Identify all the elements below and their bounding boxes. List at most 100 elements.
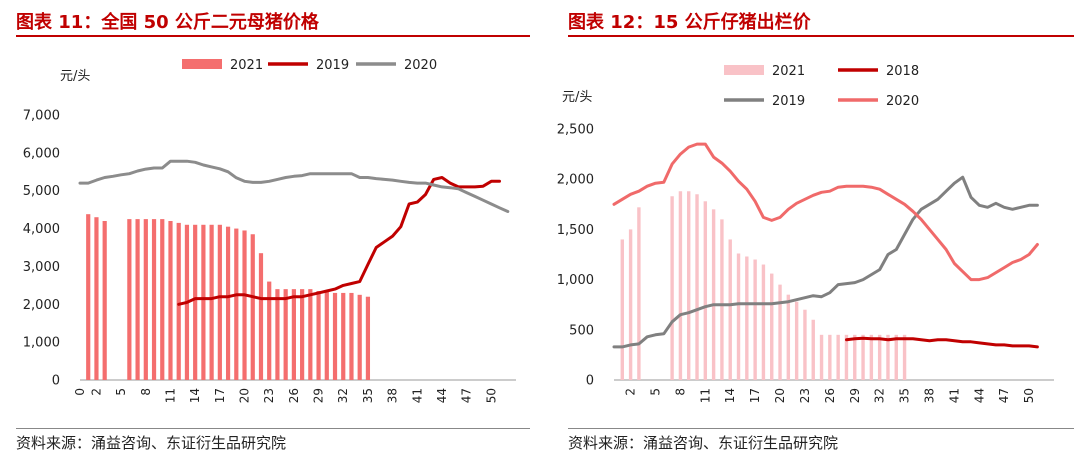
legend-label-2019: 2019 — [772, 94, 805, 109]
x-tick-label: 26 — [823, 388, 837, 403]
bar-2021 — [308, 289, 313, 380]
x-tick-label: 5 — [114, 388, 128, 396]
bar-2021 — [670, 196, 674, 380]
chart-title: 图表 12：15 公斤仔猪出栏价 — [568, 12, 811, 33]
x-tick-label: 38 — [922, 388, 936, 403]
bar-2021 — [736, 253, 741, 380]
bar-2021 — [168, 221, 173, 380]
x-tick-label: 8 — [139, 388, 153, 396]
y-tick-label: 2,000 — [23, 298, 60, 313]
x-tick-label: 32 — [336, 388, 350, 403]
bar-2021 — [819, 334, 824, 380]
bar-2021 — [201, 224, 206, 380]
x-tick-label: 0 — [73, 388, 87, 396]
x-tick-label: 38 — [386, 388, 400, 403]
bar-2021 — [341, 292, 346, 380]
y-tick-label: 1,500 — [557, 223, 594, 238]
y-tick-label: 2,000 — [557, 173, 594, 188]
bar-2021 — [869, 334, 874, 380]
bar-2021 — [836, 334, 840, 380]
y-tick-label: 1,000 — [23, 336, 60, 351]
bar-2021 — [728, 239, 732, 380]
y-tick-label: 6,000 — [23, 146, 60, 161]
bar-2021 — [135, 219, 140, 380]
x-tick-label: 44 — [972, 388, 986, 403]
x-tick-label: 17 — [748, 388, 762, 403]
bar-2021 — [217, 224, 222, 380]
x-tick-label: 41 — [947, 388, 961, 403]
series-line-2018 — [845, 336, 1039, 349]
x-tick-label: 41 — [410, 388, 424, 403]
y-tick-label: 1,000 — [557, 273, 594, 288]
piglet-price-panel: 图表 12：15 公斤仔猪出栏价 元/头 2,500 2,000 1,500 1,000… — [552, 0, 1080, 458]
bar-2021 — [357, 294, 362, 380]
bar-2021 — [151, 219, 157, 380]
x-tick-label: 29 — [312, 388, 326, 403]
y-axis-label: 元/头 — [60, 69, 90, 84]
bar-2021 — [176, 222, 181, 380]
source-note: 资料来源：涌益咨询、东证衍生品研究院 — [16, 434, 287, 452]
sow-price-panel: 图表 11：全国 50 公斤二元母猪价格 元/头 7,000 6,000 5,000 4… — [16, 12, 530, 452]
bar-2021 — [877, 334, 882, 380]
x-tick-label: 8 — [673, 388, 687, 396]
title-divider — [568, 35, 1074, 37]
series-line-2020 — [612, 142, 1039, 282]
x-tick-label: 44 — [435, 388, 449, 403]
series-line-2019 — [612, 175, 1039, 349]
x-tick-label: 17 — [213, 388, 227, 403]
bar-2021 — [761, 264, 766, 380]
x-tick-label: 47 — [460, 388, 474, 403]
bar-2021 — [102, 221, 107, 380]
bar-2021 — [225, 226, 231, 380]
y-tick-label: 2,500 — [557, 123, 594, 138]
bar-2021 — [620, 239, 625, 380]
title-divider — [16, 35, 530, 37]
sow-price-chart: 元/头 7,000 6,000 5,000 4,000 3,000 2,000 1,000 0 0… — [23, 58, 516, 403]
x-tick-label: 32 — [873, 388, 887, 403]
bar-2021 — [786, 294, 791, 380]
bar-2021 — [811, 319, 815, 380]
bar-2021 — [828, 334, 832, 380]
bar-2021 — [209, 224, 214, 380]
x-tick-label: 50 — [484, 388, 498, 403]
bar-2021 — [332, 292, 338, 380]
bar-2021 — [316, 291, 321, 380]
bar-2021 — [886, 334, 890, 380]
y-tick-label: 0 — [586, 374, 594, 389]
bar-2021 — [853, 334, 857, 380]
legend-label-2021: 2021 — [772, 64, 805, 79]
x-tick-label: 11 — [698, 388, 712, 403]
bar-2021 — [770, 273, 774, 380]
x-tick-label: 20 — [238, 388, 252, 403]
bar-2021 — [250, 234, 255, 380]
piglet-price-chart: 元/头 2,500 2,000 1,500 1,000 500 0 2 5 8 11 14 17 20 23… — [557, 64, 1054, 403]
legend-swatch-2021 — [182, 59, 222, 69]
bar-2021 — [160, 219, 165, 380]
source-divider — [16, 428, 530, 429]
bar-2021 — [628, 229, 633, 380]
bar-2021 — [258, 253, 264, 380]
bar-2021 — [844, 334, 849, 380]
bar-2021 — [283, 289, 288, 380]
y-tick-label: 0 — [52, 374, 60, 389]
bar-2021 — [703, 201, 708, 380]
y-axis-label: 元/头 — [562, 90, 592, 105]
x-tick-label: 14 — [723, 388, 737, 403]
legend-label-2021: 2021 — [230, 58, 263, 73]
bar-2021 — [678, 191, 683, 380]
bar-2021 — [242, 230, 247, 380]
bar-2021 — [267, 281, 272, 380]
legend-label-2018: 2018 — [886, 64, 919, 79]
x-tick-label: 50 — [1022, 388, 1036, 403]
x-tick-label: 26 — [287, 388, 301, 403]
bar-2021 — [894, 334, 898, 380]
x-tick-label: 35 — [898, 388, 912, 403]
x-tick-label: 14 — [188, 388, 202, 403]
bar-2021 — [86, 214, 91, 380]
series-line-2019 — [177, 176, 501, 306]
bar-2021 — [291, 289, 296, 380]
y-tick-label: 3,000 — [23, 260, 60, 275]
bar-2021 — [637, 207, 641, 380]
legend-label-2020: 2020 — [886, 94, 919, 109]
bar-2021 — [695, 194, 699, 380]
